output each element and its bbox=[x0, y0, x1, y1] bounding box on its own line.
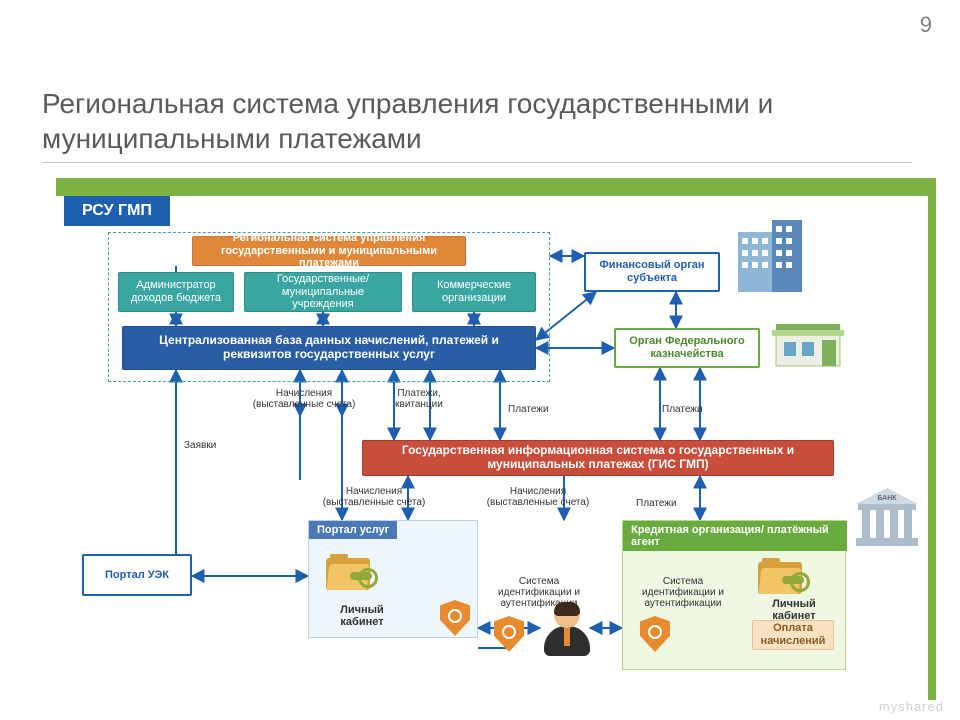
credit-panel-title: Кредитная организация/ платёжный агент bbox=[623, 521, 847, 551]
node-admin-income: Администратор доходов бюджета bbox=[118, 272, 234, 312]
shield-icon bbox=[494, 616, 524, 652]
folder-icon bbox=[758, 558, 802, 594]
treasury-building-icon bbox=[772, 312, 844, 375]
personal-account-label-1: Личный кабинет bbox=[322, 604, 402, 628]
node-central-db: Централизованная база данных начислений,… bbox=[122, 326, 536, 370]
bank-icon: БАНК bbox=[852, 486, 922, 553]
person-icon bbox=[542, 602, 592, 658]
slide-stage: 9 Региональная система управления госуда… bbox=[0, 0, 960, 720]
node-portal-uek: Портал УЭК bbox=[82, 554, 192, 596]
slide-title: Региональная система управления государс… bbox=[42, 86, 902, 156]
edge-label-zayavki: Заявки bbox=[184, 440, 216, 451]
edge-label-plat1: Платежи bbox=[508, 404, 549, 415]
watermark: myshared bbox=[879, 699, 944, 714]
edge-label-platkv: Платежи,квитанции bbox=[384, 388, 454, 410]
edge-label-nach1: Начисления(выставленные счета) bbox=[244, 388, 364, 410]
node-gis-gmp: Государственная информационная система о… bbox=[362, 440, 834, 476]
node-financial-org: Финансовый орган субъекта bbox=[584, 252, 720, 292]
office-building-icon bbox=[732, 214, 810, 301]
page-number: 9 bbox=[920, 12, 932, 38]
title-rule bbox=[42, 162, 912, 163]
frame-right-bar bbox=[928, 178, 936, 700]
svg-text:БАНК: БАНК bbox=[877, 495, 897, 502]
folder-icon bbox=[326, 554, 370, 590]
edge-label-plat2: Платежи bbox=[662, 404, 703, 415]
portal-panel-title: Портал услуг bbox=[309, 521, 397, 539]
personal-account-label-2: Личный кабинет bbox=[752, 598, 836, 622]
edge-label-plat3: Платежи bbox=[636, 498, 677, 509]
node-federal-treasury: Орган Федерального казначейства bbox=[614, 328, 760, 368]
sys-ident-label-2: Система идентификации и аутентификации bbox=[628, 576, 738, 609]
frame-top-bar bbox=[56, 178, 936, 196]
edge-label-nach2: Начисления(выставленные счета) bbox=[314, 486, 434, 508]
node-commercial-org: Коммерческие организации bbox=[412, 272, 536, 312]
system-tab: РСУ ГМП bbox=[64, 196, 170, 226]
node-pay-accruals: Оплата начислений bbox=[752, 620, 834, 650]
region-header: Региональная система управления государс… bbox=[192, 236, 466, 266]
node-gov-municipal: Государственные/ муниципальные учреждени… bbox=[244, 272, 402, 312]
edge-label-nach3: Начисления(выставленные счета) bbox=[478, 486, 598, 508]
